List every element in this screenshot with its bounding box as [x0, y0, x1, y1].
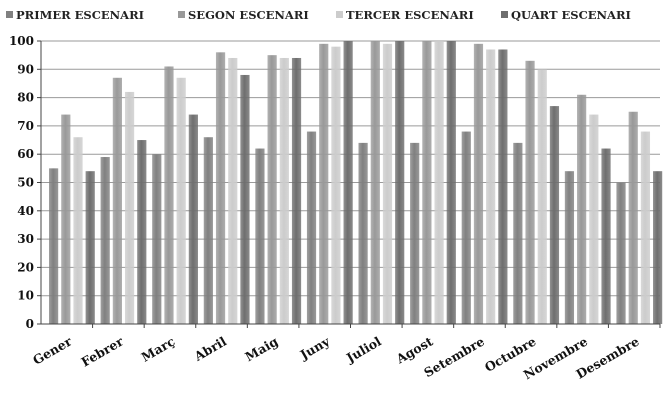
legend: PRIMER ESCENARI SEGON ESCENARI TERCER ESCE…	[6, 8, 631, 22]
bar	[164, 66, 174, 324]
y-tick-label: 20	[17, 260, 34, 274]
bar	[279, 57, 289, 324]
bar	[628, 111, 638, 324]
bar	[370, 41, 380, 324]
legend-label: PRIMER ESCENARI	[16, 8, 144, 22]
bar	[73, 137, 83, 324]
bars	[49, 41, 663, 325]
bar	[549, 106, 560, 324]
bar	[152, 154, 162, 324]
bar	[343, 41, 353, 324]
bar	[188, 114, 198, 324]
y-tick-label: 70	[17, 119, 34, 133]
bar	[319, 43, 329, 324]
x-tick-label: Juliol	[343, 333, 384, 365]
legend-label: SEGON ESCENARI	[188, 8, 309, 22]
bar	[85, 171, 95, 324]
legend-swatch	[6, 11, 13, 18]
y-tick-label: 0	[26, 317, 34, 331]
x-axis: Gener Febrer Març Abril Maig Juny Juliol AgostS…	[30, 323, 661, 382]
legend-swatch	[336, 11, 343, 18]
legend-swatch	[178, 11, 185, 18]
bar	[422, 41, 432, 324]
bar	[410, 142, 420, 324]
bar	[498, 49, 508, 325]
bar	[601, 148, 611, 324]
bar	[395, 41, 405, 324]
x-tick-label: Maig	[242, 333, 280, 364]
bar	[306, 131, 317, 324]
bar	[49, 168, 59, 324]
bar	[124, 91, 135, 324]
bar	[434, 41, 444, 324]
y-tick-label: 10	[17, 289, 34, 303]
bar	[461, 131, 471, 324]
y-axis: 0 10 20 30 40 50 60 70 80 90 100	[9, 34, 42, 331]
bar	[176, 77, 186, 324]
x-tick-label: Març	[139, 333, 178, 364]
legend-label: TERCER ESCENARI	[346, 8, 474, 22]
bar	[640, 131, 651, 324]
y-tick-label: 80	[17, 91, 34, 105]
bar	[267, 55, 277, 325]
bar	[100, 157, 110, 324]
bar	[228, 57, 238, 324]
bar	[112, 77, 122, 324]
x-tick-label: Abril	[191, 333, 229, 364]
bar	[589, 114, 599, 324]
bar	[203, 137, 213, 324]
bar	[255, 148, 265, 324]
x-tick-label: Gener	[30, 333, 74, 367]
y-tick-label: 100	[9, 34, 34, 48]
y-tick-label: 40	[17, 204, 34, 218]
bar	[473, 43, 484, 324]
x-tick-label: Juny	[297, 333, 333, 363]
x-tick-label: Febrer	[79, 333, 127, 369]
bar	[616, 182, 626, 324]
bar	[215, 52, 226, 324]
bar	[537, 69, 547, 324]
bar	[240, 74, 250, 325]
bar	[358, 142, 368, 324]
bar	[577, 94, 587, 325]
bar	[61, 114, 71, 324]
y-tick-label: 50	[17, 176, 34, 190]
bar	[653, 171, 663, 324]
y-tick-label: 90	[17, 62, 34, 76]
bar	[486, 49, 496, 325]
bar	[446, 41, 456, 324]
y-tick-label: 30	[17, 232, 34, 246]
bar	[331, 46, 341, 324]
y-tick-label: 60	[17, 147, 34, 161]
bar	[564, 171, 575, 324]
legend-swatch	[501, 11, 508, 18]
bar	[525, 60, 535, 325]
bar	[513, 142, 523, 324]
legend-label: QUART ESCENARI	[511, 8, 631, 22]
bar	[291, 57, 302, 324]
bar	[382, 43, 393, 324]
bar	[137, 140, 147, 324]
